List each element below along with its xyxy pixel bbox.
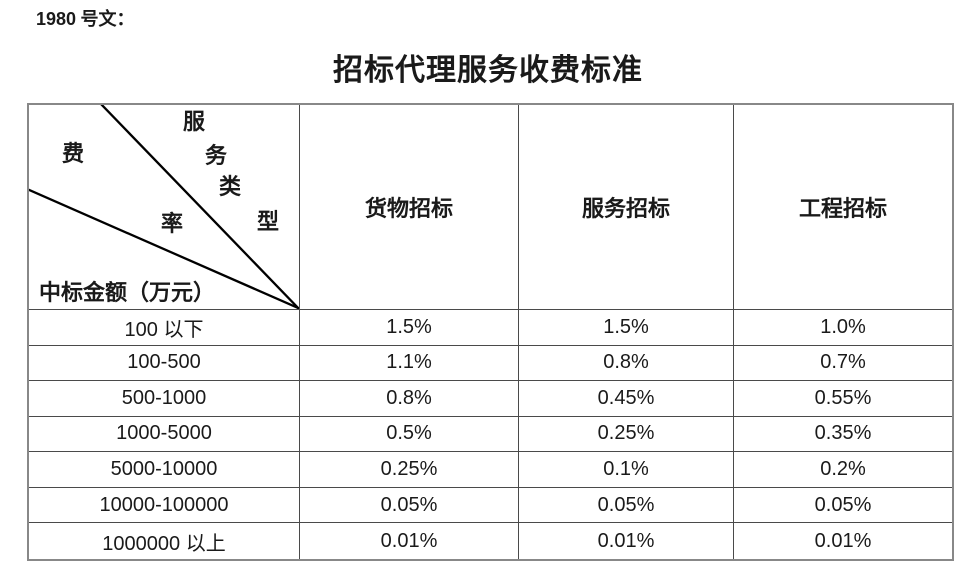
table-cell: 0.45% (519, 381, 734, 417)
row-label: 5000-10000 (29, 452, 300, 488)
table-cell: 1.0% (734, 310, 952, 346)
table-cell: 0.05% (300, 487, 519, 524)
table-cell: 1.5% (300, 310, 519, 346)
table-cell: 0.35% (734, 417, 952, 453)
table-cell: 0.8% (300, 381, 519, 417)
table-cell: 0.05% (734, 488, 952, 524)
fee-standard-table: 服 费 务 类 率 型 中标金额（万元） 货物招标 服务招标 工程招标 100 … (27, 103, 954, 561)
row-label: 500-1000 (29, 381, 300, 417)
diagonal-label-service-type-char-4: 型 (257, 209, 280, 234)
row-axis-label: 中标金额（万元） (39, 280, 216, 305)
column-header-engineering-bidding: 工程招标 (734, 105, 952, 310)
row-label: 1000-5000 (29, 416, 300, 453)
table-cell: 0.01% (519, 523, 734, 559)
table-cell: 0.7% (734, 346, 952, 382)
table-cell: 0.5% (300, 416, 519, 453)
table-cell: 0.2% (734, 452, 952, 488)
table-cell: 0.01% (300, 523, 519, 559)
diagonal-label-service-type-char-3: 类 (219, 174, 242, 199)
table-cell: 0.25% (519, 416, 734, 453)
table-cell: 1.1% (300, 345, 519, 382)
document-reference: 1980 号文： (36, 5, 135, 31)
table-cell: 0.55% (734, 381, 952, 417)
row-label: 10000-100000 (29, 487, 300, 524)
table-cell: 0.25% (300, 452, 519, 488)
table-cell: 0.1% (519, 452, 734, 488)
table-cell: 1.5% (519, 310, 734, 346)
table-cell: 0.05% (519, 487, 734, 524)
table-cell: 0.8% (519, 345, 734, 382)
column-header-goods-bidding: 货物招标 (300, 105, 519, 310)
document-reference-label: 号文： (80, 9, 135, 29)
diagonal-label-fee-rate-char-1: 费 (62, 141, 85, 166)
document-reference-number: 1980 (36, 9, 77, 29)
diagonal-header-cell: 服 费 务 类 率 型 中标金额（万元） (29, 105, 300, 310)
row-label: 1000000 以上 (29, 523, 300, 559)
diagonal-label-fee-rate-char-2: 率 (161, 211, 184, 236)
page-title: 招标代理服务收费标准 (333, 54, 643, 87)
row-label: 100-500 (29, 345, 300, 382)
diagonal-label-service-type-char-2: 务 (205, 143, 228, 168)
row-label: 100 以下 (29, 310, 300, 346)
column-header-service-bidding: 服务招标 (519, 105, 734, 310)
diagonal-divider-lines (29, 105, 299, 309)
table-cell: 0.01% (814, 529, 872, 552)
diagonal-label-service-type-char-1: 服 (183, 109, 206, 134)
